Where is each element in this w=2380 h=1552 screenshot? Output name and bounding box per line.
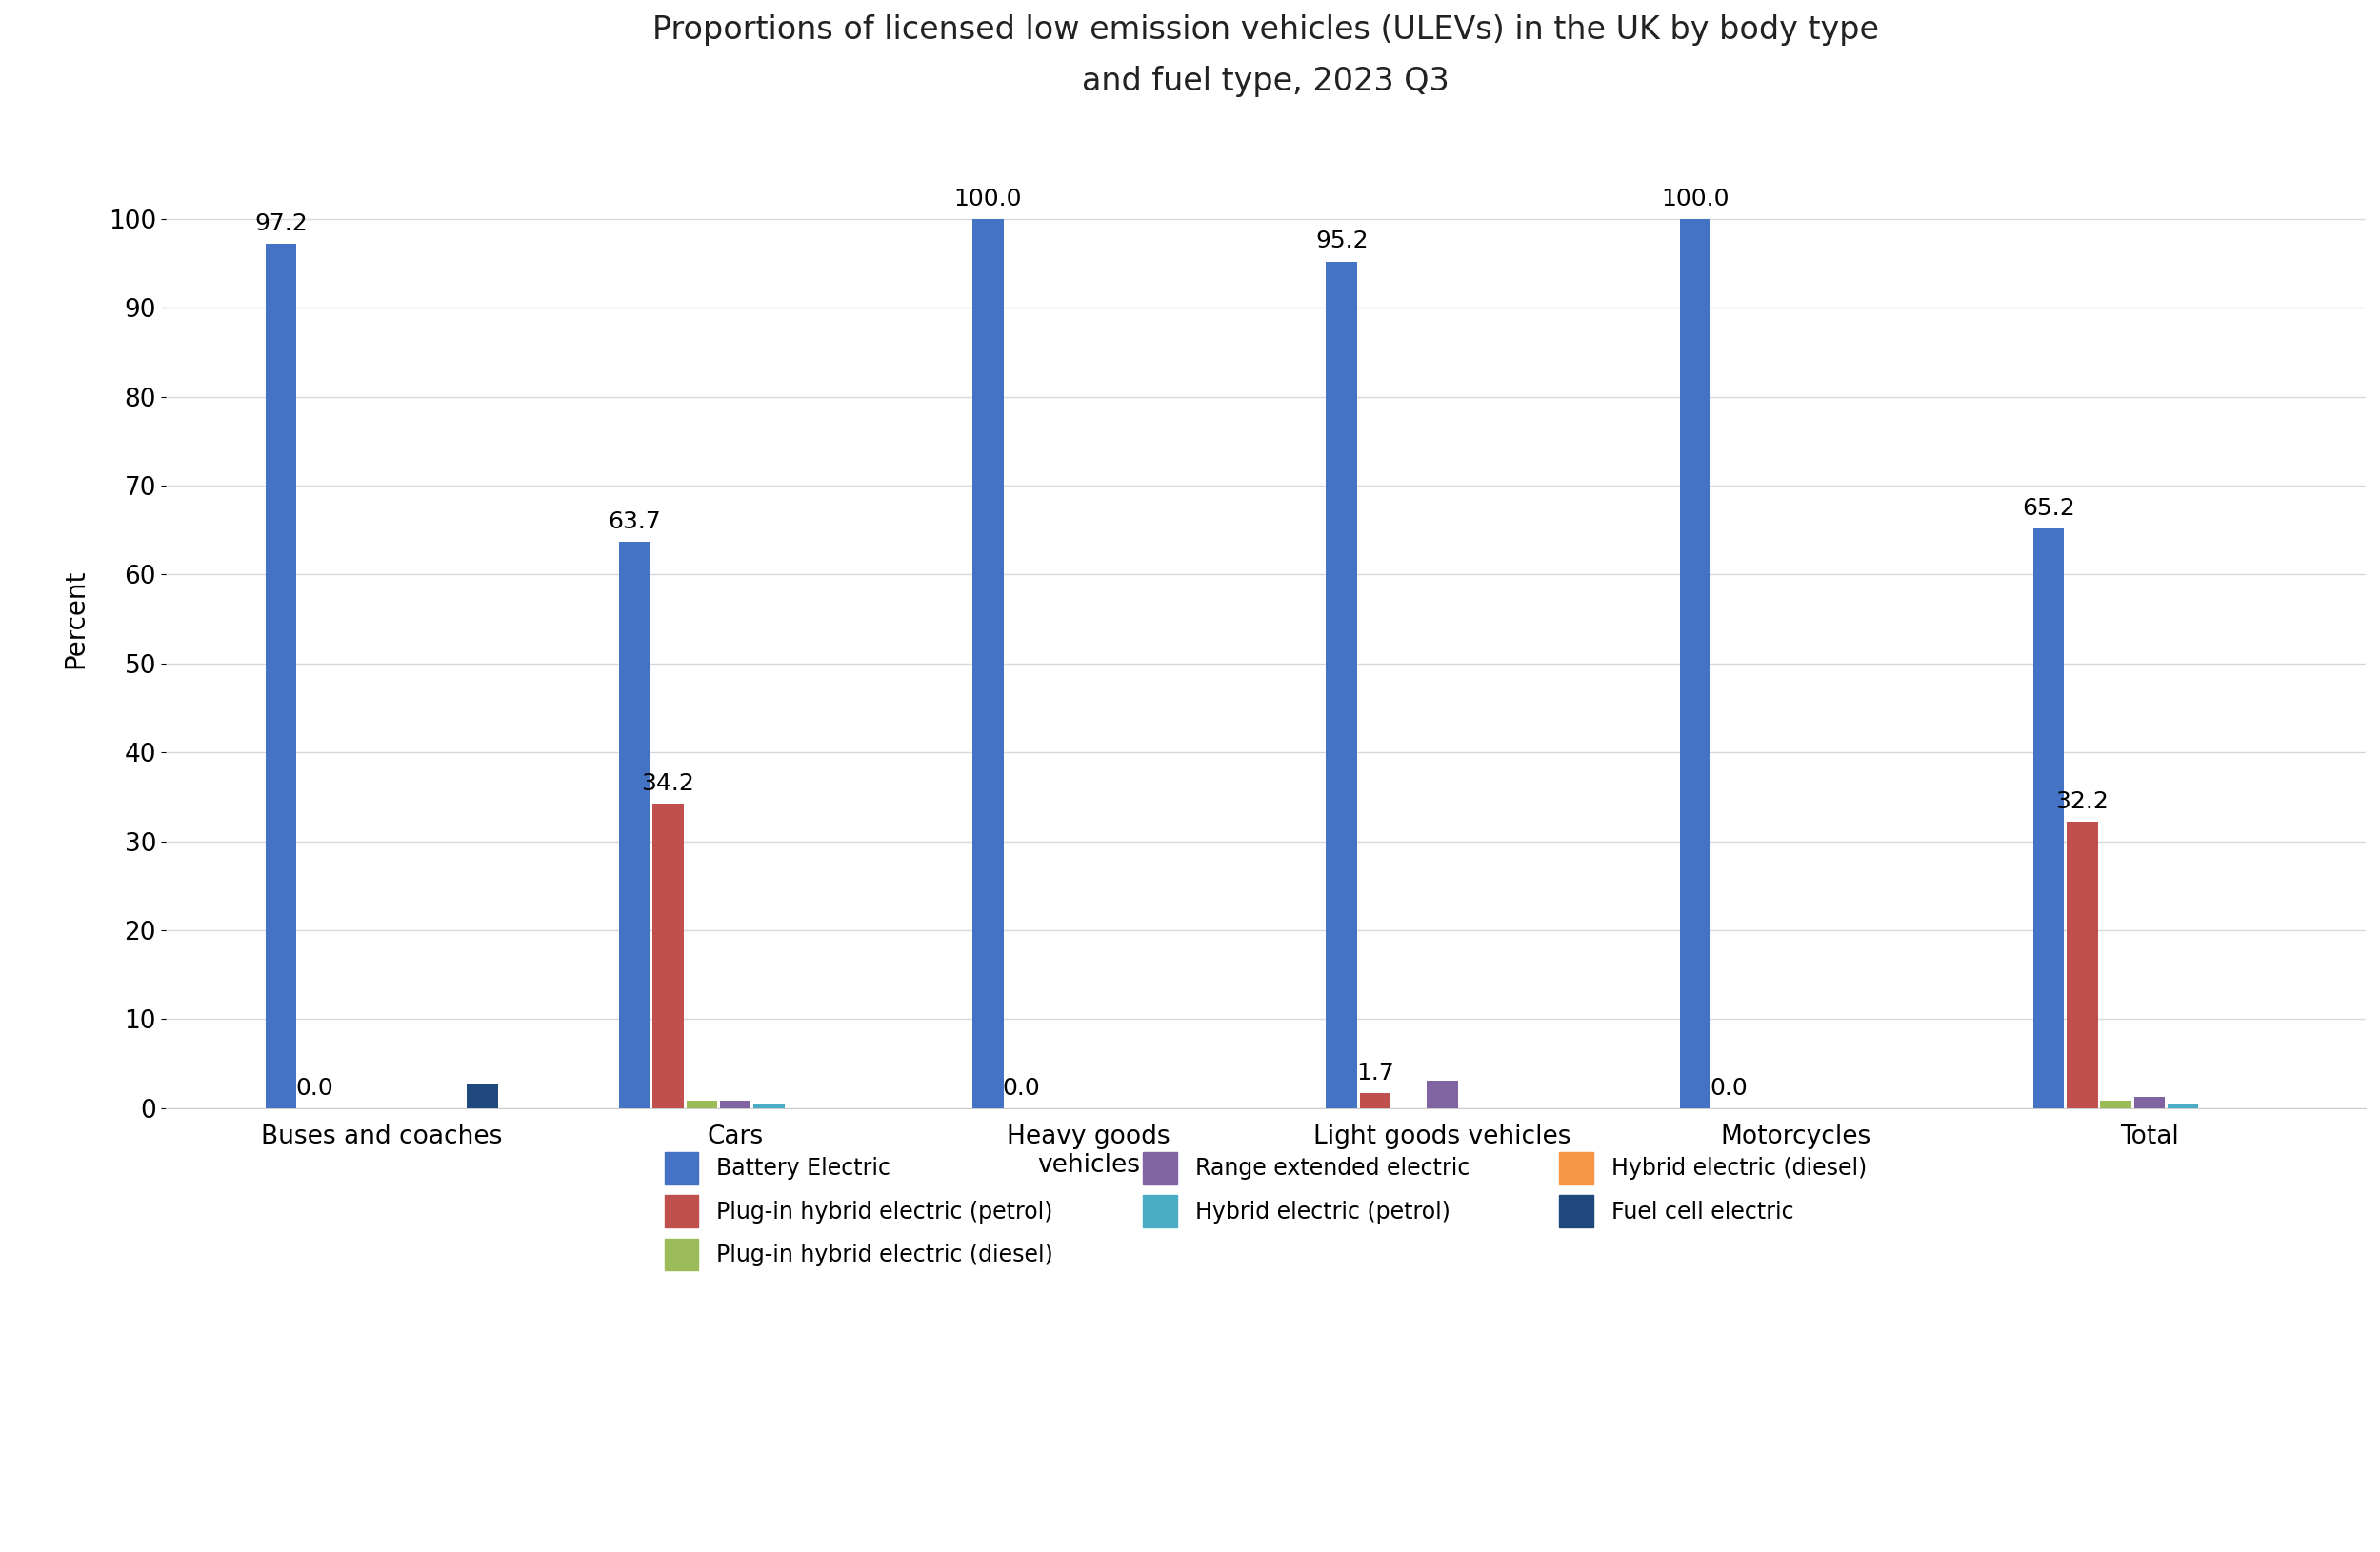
Bar xyxy=(2033,528,2063,1108)
Title: Proportions of licensed low emission vehicles (ULEVs) in the UK by body type
and: Proportions of licensed low emission veh… xyxy=(652,14,1878,96)
Text: 0.0: 0.0 xyxy=(295,1077,333,1099)
Bar xyxy=(2102,1100,2132,1108)
Text: 63.7: 63.7 xyxy=(607,511,662,532)
Text: 100.0: 100.0 xyxy=(954,188,1021,210)
Bar xyxy=(1428,1080,1459,1108)
Text: 32.2: 32.2 xyxy=(2056,790,2109,813)
Text: 0.0: 0.0 xyxy=(1709,1077,1747,1099)
Text: 97.2: 97.2 xyxy=(255,213,307,234)
Bar xyxy=(466,1083,497,1108)
Text: 65.2: 65.2 xyxy=(2023,497,2075,520)
Text: 100.0: 100.0 xyxy=(1661,188,1730,210)
Bar xyxy=(1359,1093,1390,1108)
Bar xyxy=(2168,1103,2199,1108)
Text: 0.0: 0.0 xyxy=(1002,1077,1040,1099)
Bar xyxy=(2135,1097,2166,1108)
Bar xyxy=(267,244,298,1108)
Text: 95.2: 95.2 xyxy=(1316,230,1368,253)
Bar xyxy=(2066,823,2097,1108)
Bar xyxy=(652,804,683,1108)
Y-axis label: Percent: Percent xyxy=(62,570,88,669)
Bar xyxy=(619,542,650,1108)
Bar xyxy=(1680,219,1711,1108)
Bar xyxy=(719,1100,750,1108)
Bar xyxy=(1326,262,1357,1108)
Text: 1.7: 1.7 xyxy=(1357,1062,1395,1085)
Legend: Battery Electric, Plug-in hybrid electric (petrol), Plug-in hybrid electric (die: Battery Electric, Plug-in hybrid electri… xyxy=(643,1130,1890,1293)
Bar xyxy=(685,1100,716,1108)
Bar xyxy=(754,1103,785,1108)
Text: 34.2: 34.2 xyxy=(643,773,695,795)
Bar xyxy=(973,219,1004,1108)
